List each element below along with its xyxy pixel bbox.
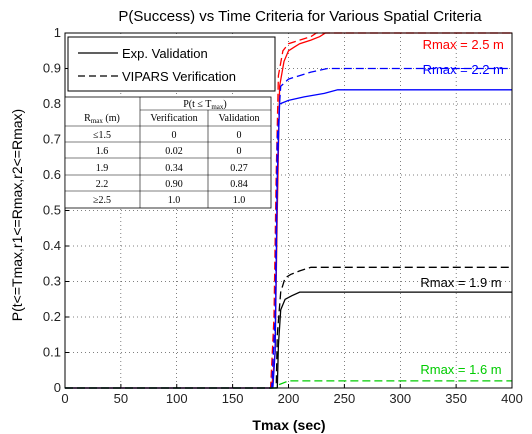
x-tick-label: 350 — [445, 391, 467, 406]
series-line-5 — [65, 266, 512, 389]
annotation-0: Rmax = 2.5 m — [423, 37, 504, 52]
table-cell: 0.34 — [165, 163, 183, 174]
table-cell: 0 — [237, 146, 242, 157]
table-frame — [64, 96, 272, 209]
x-tick-label: 50 — [114, 391, 128, 406]
series-line-6 — [65, 380, 512, 389]
ticks: 0 50 100 150 200 250 300 350 40000.10.20.30.40.5… — [43, 25, 523, 406]
table-cell: 0 — [172, 130, 177, 141]
series-line-3 — [65, 67, 512, 389]
table-cell: 0.90 — [165, 179, 183, 190]
x-tick-label: 0 — [61, 391, 68, 406]
table-cell: 1.9 — [96, 163, 109, 174]
table-header-validation: Validation — [218, 113, 259, 124]
y-tick-label: 1 — [54, 25, 61, 40]
y-tick-label: 0.1 — [43, 345, 61, 360]
y-axis-label: P(t<=Tmax,r1<=Rmax,r2<=Rmax) — [9, 109, 25, 321]
table-header-probability: P(t ≤ Tmax) — [183, 99, 227, 111]
table-cell: ≤1.5 — [93, 130, 111, 141]
legend-entry-validation: Exp. Validation — [122, 46, 208, 61]
table-header-rmax: Rmax (m) — [84, 113, 120, 125]
results-table: P(t ≤ Tmax) Rmax (m) Verification Valida… — [64, 96, 272, 209]
annotations: Rmax = 2.5 m Rmax = 2.2 m Rmax = 1.9 m Rmax… — [420, 37, 504, 377]
table-cell: 1.0 — [168, 195, 181, 206]
table-header-verification: Verification — [150, 113, 197, 124]
annotation-1: Rmax = 2.2 m — [423, 62, 504, 77]
y-tick-label: 0.5 — [43, 203, 61, 218]
grid — [65, 33, 512, 388]
x-tick-label: 150 — [222, 391, 244, 406]
x-tick-label: 200 — [278, 391, 300, 406]
chart-title: P(Success) vs Time Criteria for Various … — [118, 8, 482, 25]
series-line-2 — [65, 89, 512, 389]
table-cell: 2.2 — [96, 179, 109, 190]
table-cell: 0.84 — [230, 179, 248, 190]
y-tick-label: 0.9 — [43, 61, 61, 76]
annotation-3: Rmax = 1.6 m — [420, 362, 501, 377]
table-cell: 1.0 — [233, 195, 246, 206]
table-cell: 1.6 — [96, 146, 109, 157]
y-tick-label: 0.3 — [43, 274, 61, 289]
plot-area — [64, 32, 513, 389]
x-tick-label: 300 — [389, 391, 411, 406]
series-line-1 — [65, 32, 512, 389]
series-line-4 — [65, 291, 512, 389]
series-group — [65, 32, 512, 389]
x-tick-label: 100 — [166, 391, 188, 406]
table-cell: 0.02 — [165, 146, 183, 157]
table-cell: 0.27 — [230, 163, 248, 174]
x-tick-label: 400 — [501, 391, 523, 406]
legend-box — [67, 36, 276, 92]
legend-entry-verification: VIPARS Verification — [122, 69, 236, 84]
y-tick-label: 0.6 — [43, 167, 61, 182]
y-tick-label: 0.7 — [43, 132, 61, 147]
y-tick-label: 0.4 — [43, 238, 61, 253]
y-tick-label: 0 — [54, 380, 61, 395]
y-tick-label: 0.8 — [43, 96, 61, 111]
table-cell: 0 — [237, 130, 242, 141]
legend: Exp. Validation VIPARS Verification — [67, 36, 276, 92]
table-cell: ≥2.5 — [93, 195, 111, 206]
x-tick-label: 250 — [334, 391, 356, 406]
x-axis-label: Tmax (sec) — [252, 417, 325, 433]
annotation-2: Rmax = 1.9 m — [420, 275, 501, 290]
y-tick-label: 0.2 — [43, 309, 61, 324]
table-rows: ≤1.5 0 0 1.6 0.02 0 1.9 0.34 0.27 2.2 0.90 0.84 ≥2.5… — [93, 130, 248, 206]
